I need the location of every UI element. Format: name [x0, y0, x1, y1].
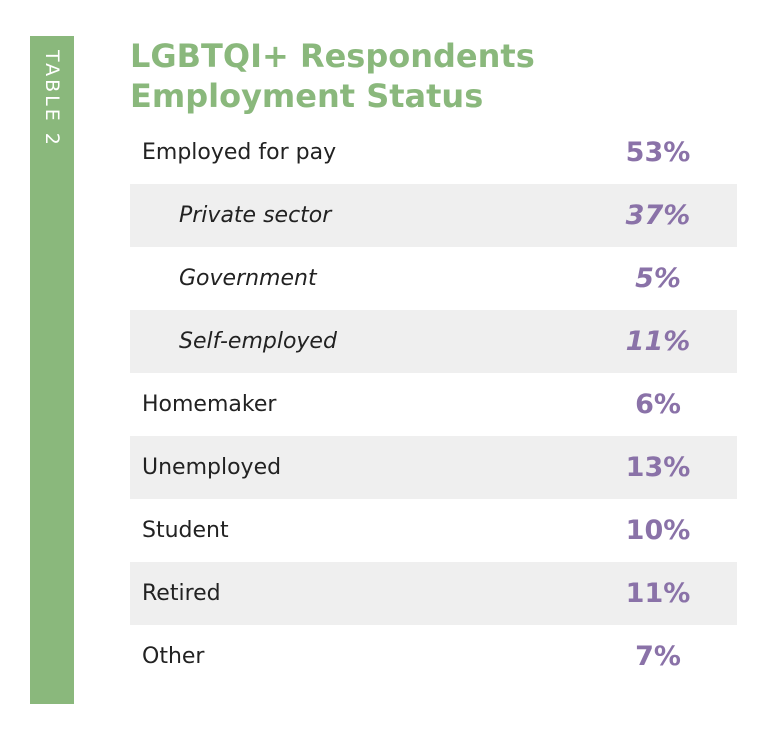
row-label: Employed for pay [142, 140, 337, 165]
row-value: 11% [625, 578, 691, 609]
row-label: Homemaker [142, 392, 277, 417]
table-row: Employed for pay 53% [130, 121, 737, 184]
table-row: Private sector 37% [130, 184, 737, 247]
row-label: Unemployed [142, 455, 282, 480]
table-row: Unemployed 13% [130, 436, 737, 499]
table-title: LGBTQI+ Respondents Employment Status [130, 36, 535, 116]
row-label: Retired [142, 581, 221, 606]
title-line-2: Employment Status [130, 77, 484, 115]
table-row: Student 10% [130, 499, 737, 562]
row-value: 11% [625, 326, 691, 357]
row-value: 10% [625, 515, 691, 546]
table-number-label: TABLE 2 [41, 50, 63, 148]
row-value: 6% [635, 389, 681, 420]
employment-table: Employed for pay 53% Private sector 37% … [130, 121, 737, 688]
row-label: Student [142, 518, 229, 543]
table-row: Homemaker 6% [130, 373, 737, 436]
table-row: Self-employed 11% [130, 310, 737, 373]
row-value: 37% [625, 200, 691, 231]
side-tab [30, 36, 74, 704]
table-row: Government 5% [130, 247, 737, 310]
row-label: Private sector [179, 203, 332, 228]
row-value: 13% [625, 452, 691, 483]
row-label: Government [179, 266, 317, 291]
table-row: Retired 11% [130, 562, 737, 625]
row-value: 7% [635, 641, 681, 672]
row-label: Self-employed [179, 329, 337, 354]
row-value: 5% [635, 263, 681, 294]
table-row: Other 7% [130, 625, 737, 688]
row-value: 53% [625, 137, 691, 168]
title-line-1: LGBTQI+ Respondents [130, 37, 535, 75]
row-label: Other [142, 644, 205, 669]
